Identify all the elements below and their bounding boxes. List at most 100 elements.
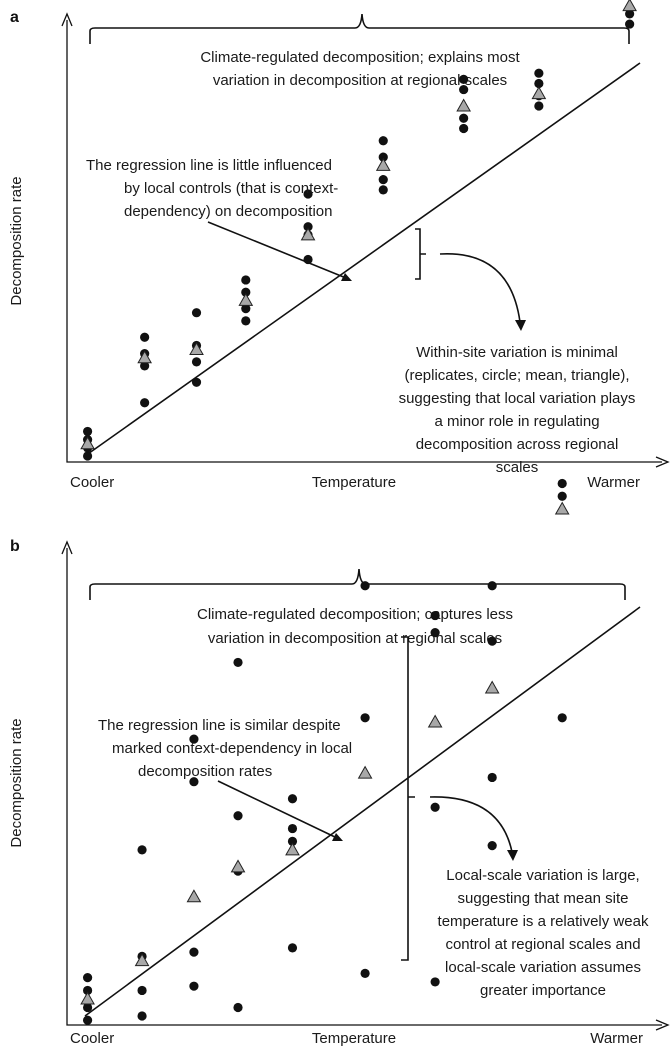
panel-b-x-axis-label: Temperature [312, 1030, 396, 1046]
site-mean-triangle [531, 86, 547, 100]
annotation-variation-text: local-scale variation assumes [445, 959, 641, 976]
panel-a-variation-arrow [439, 253, 521, 323]
panel-b-y-axis-label: Decomposition rate [8, 718, 25, 847]
replicate-point [191, 308, 202, 318]
bracket-text-line: variation in decomposition at regional s… [213, 72, 507, 89]
panel-b-y-axis [66, 548, 662, 1026]
replicate-point [430, 610, 440, 621]
replicate-point [360, 581, 370, 591]
panel-a-variation-arrowhead [515, 320, 526, 331]
replicate-point [487, 772, 497, 783]
replicate-point [360, 713, 370, 723]
panel-b-x-arrow [655, 1019, 670, 1031]
site-mean-triangle [238, 292, 254, 306]
site-mean-triangle [300, 227, 316, 241]
replicate-point [82, 1002, 93, 1013]
panel-a-label: a [10, 9, 19, 26]
replicate-point [189, 947, 199, 957]
site-mean-triangle [137, 350, 153, 364]
panel-a-x-axis-label: Temperature [312, 474, 396, 491]
panel-a-top-bracket [89, 13, 630, 44]
annotation-line-text: dependency) on decomposition [124, 203, 332, 220]
panel-b: b Climate-regulated decomposition; captu… [8, 478, 670, 1046]
annotation-variation-text: suggesting that local variation plays [399, 390, 636, 407]
replicate-point [459, 113, 469, 123]
replicate-point [430, 977, 440, 987]
replicate-point [459, 123, 469, 134]
site-mean-triangle [80, 436, 95, 450]
panel-a-y-arrow [61, 12, 73, 27]
panel-b-marks [80, 478, 570, 1025]
site-mean-triangle [622, 0, 637, 12]
replicate-point [191, 357, 202, 367]
replicate-point [82, 451, 93, 461]
panel-a-site-bracket [415, 228, 426, 280]
replicate-point [233, 1002, 243, 1013]
replicate-point [191, 377, 202, 387]
replicate-point [241, 275, 251, 285]
annotation-variation-text: decomposition across regional [416, 436, 619, 453]
panel-b-line-annotation: The regression line is similar despite m… [98, 717, 352, 780]
annotation-variation-text: greater importance [480, 982, 606, 999]
replicate-point [534, 101, 544, 111]
bracket-text-line: Climate-regulated decomposition; capture… [197, 606, 513, 623]
replicate-point [378, 136, 388, 146]
replicate-point [487, 636, 497, 646]
annotation-variation-text: temperature is a relatively weak [438, 913, 649, 930]
panel-a-line-annotation: The regression line is little influenced… [86, 157, 338, 220]
replicate-point [82, 1015, 93, 1025]
panel-a-y-axis [66, 20, 662, 463]
replicate-point [534, 78, 544, 89]
annotation-variation-text: scales [496, 459, 539, 476]
panel-a-y-axis-label: Decomposition rate [8, 176, 25, 305]
replicate-point [189, 981, 199, 991]
replicate-point [459, 74, 469, 84]
annotation-variation-text: control at regional scales and [445, 936, 640, 953]
panel-a: a Climate-regulated decomposition; expla… [8, 0, 670, 491]
panel-a-x-tick-warmer: Warmer [587, 474, 640, 491]
replicate-point [625, 19, 635, 29]
annotation-variation-text: (replicates, circle; mean, triangle), [404, 367, 629, 384]
annotation-variation-text: Within-site variation is minimal [416, 344, 618, 361]
panel-b-variation-arrow [429, 796, 513, 853]
panel-b-bracket-text: Climate-regulated decomposition; capture… [197, 606, 513, 647]
replicate-point [82, 426, 93, 437]
site-mean-triangle [285, 842, 300, 856]
replicate-point [140, 361, 150, 371]
annotation-variation-text: Local-scale variation is large, [446, 867, 639, 884]
replicate-point [303, 189, 313, 199]
replicate-point [303, 222, 313, 232]
replicate-point [430, 628, 440, 638]
site-mean-triangle [375, 157, 391, 171]
replicate-point [287, 794, 298, 804]
annotation-variation-text: a minor role in regulating [434, 413, 599, 430]
site-mean-triangle [484, 680, 500, 694]
replicate-point [430, 802, 440, 812]
replicate-point [534, 68, 544, 78]
replicate-point [189, 734, 199, 744]
panel-b-site-bracket [401, 636, 415, 961]
panel-a-annotation-arrowhead [341, 273, 352, 281]
replicate-point [287, 836, 298, 846]
panel-b-y-arrow [61, 540, 73, 555]
replicate-point [487, 581, 497, 591]
replicate-point [82, 973, 93, 983]
replicate-point [378, 185, 388, 195]
replicate-point [233, 811, 243, 821]
site-mean-triangle [189, 342, 204, 356]
replicate-point [233, 657, 243, 668]
panel-a-x-arrow [655, 456, 670, 468]
replicate-point [459, 84, 469, 95]
panel-b-annotation-arrowhead [332, 833, 343, 841]
panel-b-annotation-arrow [217, 780, 338, 839]
site-mean-triangle [80, 991, 95, 1005]
panel-a-regression-line [84, 62, 641, 457]
site-mean-triangle [554, 501, 570, 515]
bracket-text-line: variation in decomposition at regional s… [208, 630, 502, 647]
site-mean-triangle [134, 953, 150, 967]
panel-b-regression-line [84, 606, 641, 1017]
panel-a-marks [80, 0, 637, 461]
site-mean-triangle [357, 765, 373, 779]
annotation-line-text: The regression line is little influenced [86, 157, 332, 174]
